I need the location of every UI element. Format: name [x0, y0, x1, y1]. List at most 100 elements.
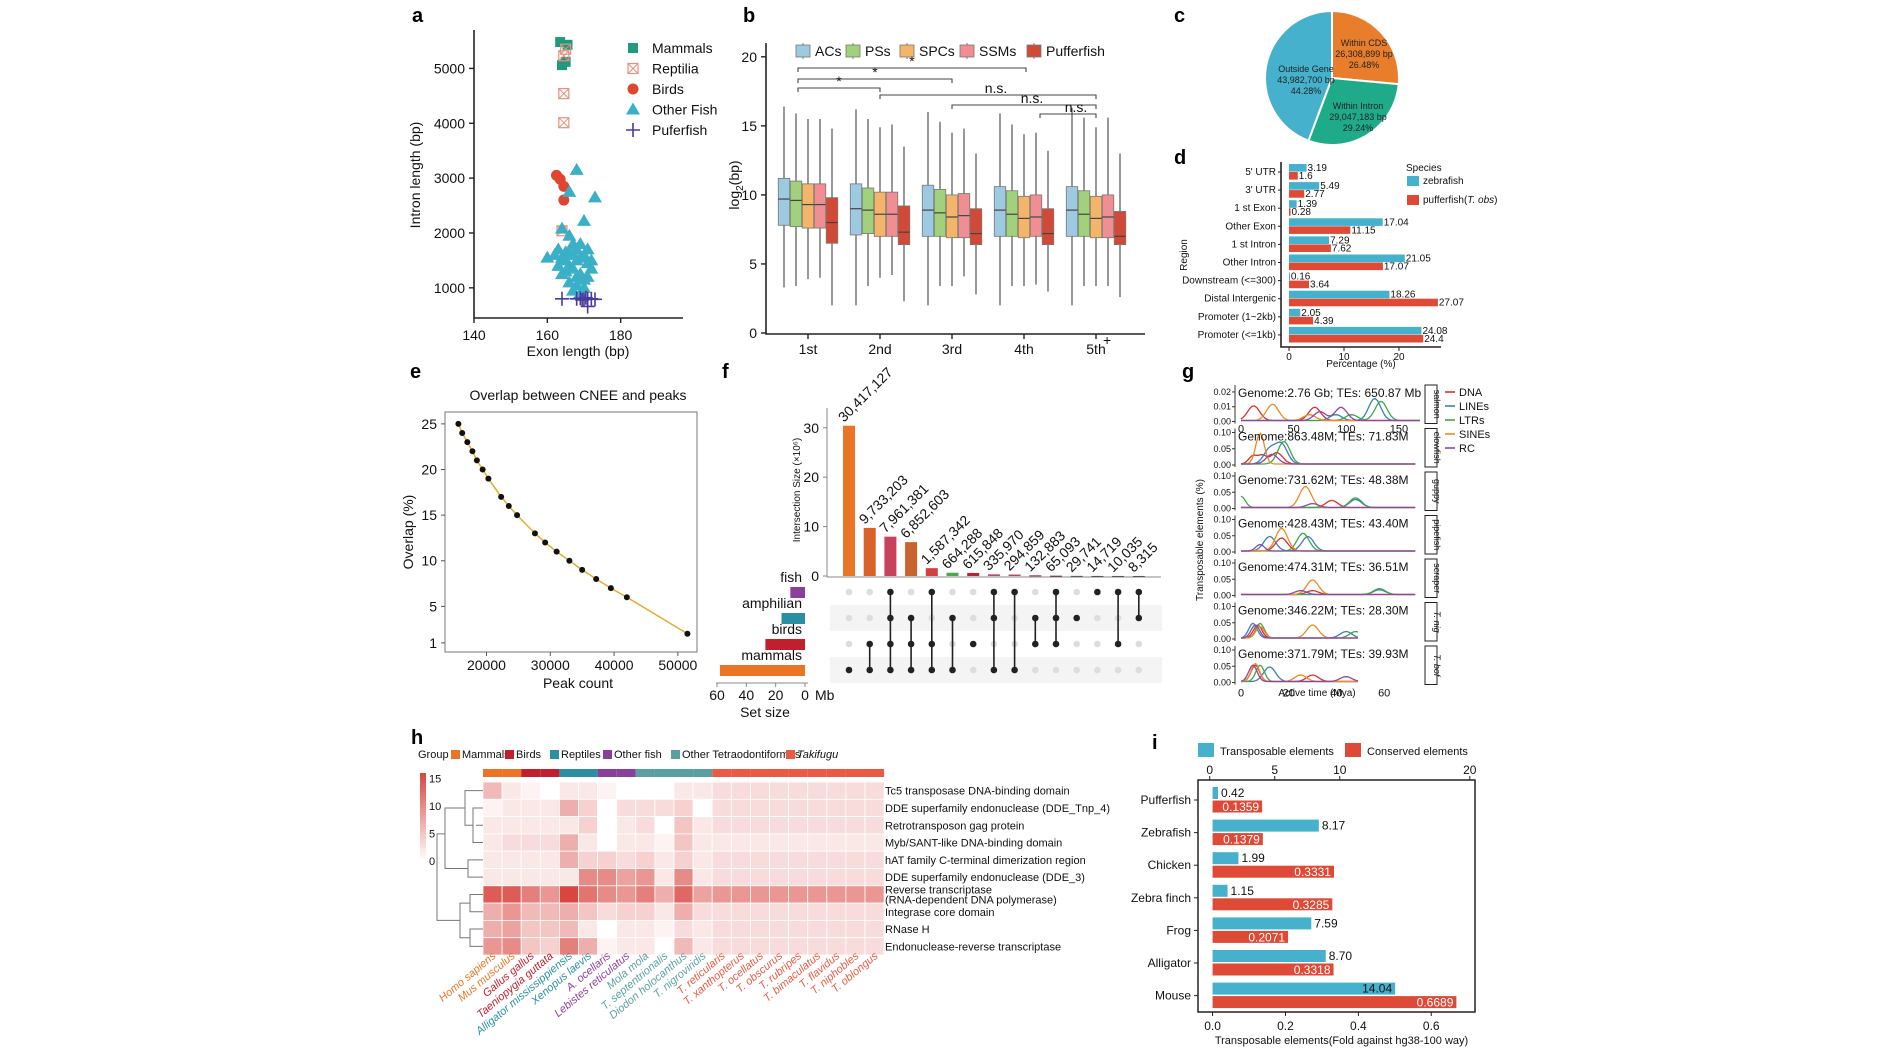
row-label: DDE superfamily endonuclease (DDE_Tnp_4): [885, 803, 1110, 815]
heatmap-cell: [578, 885, 599, 904]
marker-box: [558, 50, 570, 62]
heatmap-cell: [597, 833, 618, 852]
y-tick-label: 0.00: [1213, 591, 1231, 601]
density-line: [1241, 527, 1416, 552]
facet-2: 0.00 0.05 0.10 Genome:731.62M; TEs: 48.38M g…: [1213, 471, 1442, 514]
bar: [1289, 280, 1310, 289]
heatmap-cell: [673, 798, 694, 817]
bar: [1289, 200, 1297, 208]
facet-strip-label: clowfish: [1432, 432, 1442, 464]
pie-slice: [1331, 9, 1400, 86]
y-tick-label: 0.05: [1213, 487, 1231, 497]
marker-x: [627, 63, 639, 74]
y-tick-label: 3' UTR: [1245, 185, 1276, 196]
heatmap-cell: [864, 920, 885, 939]
box: [801, 183, 815, 229]
heatmap-cell: [692, 850, 713, 869]
y-tick-label: 0.10: [1213, 558, 1231, 568]
y-tick-label: Alligator: [1148, 956, 1191, 970]
dendrogram-branch: [469, 893, 483, 913]
y-tick-label: 0.02: [1213, 387, 1231, 397]
panel-g: g 0.00 0.01 0.02 Genome:2.76 Gb; TEs: 650.87…: [1182, 361, 1491, 700]
group-legend-key: [671, 750, 680, 759]
bar-ce: [1212, 930, 1289, 943]
heatmap-cell: [807, 833, 828, 852]
heatmap-cell: [673, 902, 694, 921]
x-tick-label: 50000: [658, 657, 697, 673]
facet-strip: [1424, 558, 1438, 598]
facet-4: 0.00 0.05 0.10 Genome:474.31M; TEs: 36.51M s…: [1213, 558, 1442, 601]
facet-annotation: Genome:731.62M; TEs: 48.38M: [1238, 473, 1409, 487]
x-tick-label: 2nd: [868, 341, 891, 357]
y-tick-label: 0.05: [1213, 531, 1231, 541]
group-legend-key: [451, 750, 460, 759]
y-tick-label: 0.05: [1213, 618, 1231, 628]
data-point: [455, 420, 462, 427]
heatmap-cell: [750, 816, 770, 835]
heatmap-cell: [654, 781, 675, 800]
density-line: [1241, 400, 1420, 422]
data-point: [577, 213, 591, 226]
significance-bracket: [797, 87, 881, 92]
heatmap-cell: [826, 850, 847, 869]
marker-x: [558, 88, 570, 99]
heatmap-cell: [616, 816, 637, 835]
bar-te: [1212, 917, 1312, 930]
legend-key: [899, 44, 915, 58]
matrix-dot: [1094, 614, 1101, 622]
heatmap-cell: [750, 833, 770, 852]
group-strip-cell: [597, 769, 617, 777]
x-tick-label: 50: [1288, 424, 1300, 436]
bar-label: 24.08: [1422, 326, 1447, 337]
y-tick-label: 2000: [434, 225, 465, 241]
marker-box: [558, 88, 570, 100]
group-legend-label: Birds: [516, 749, 542, 761]
heatmap-cell: [788, 816, 809, 835]
bar-label-ce: 0.3318: [1294, 963, 1331, 977]
x-tick-label: 20: [1283, 688, 1295, 700]
heatmap-cell: [501, 781, 522, 800]
y-tick-label: 10: [803, 519, 819, 535]
data-point: [558, 88, 570, 100]
heatmap-cell: [539, 850, 560, 869]
heatmap-cell: [559, 920, 579, 939]
heatmap-cell: [788, 798, 809, 817]
group-strip-cell: [559, 769, 579, 777]
set-size-unit: Mb: [815, 687, 835, 703]
matrix-dot: [845, 666, 853, 674]
box: [849, 183, 863, 236]
density-line: [1241, 502, 1416, 509]
intersection-bar: [905, 542, 918, 576]
group-legend-label: Mammals: [462, 749, 510, 761]
x-tick-label: 5th: [1086, 341, 1105, 357]
group-strip-cell: [483, 769, 503, 777]
group-strip-cell: [826, 769, 846, 777]
legend-label: SPCs: [919, 43, 955, 59]
data-point: [555, 291, 569, 306]
box: [1065, 186, 1079, 237]
heatmap-cell: [692, 781, 713, 800]
bar-label: 0.16: [1291, 272, 1311, 283]
heatmap-cell: [769, 920, 790, 939]
heatmap-cell: [711, 868, 732, 887]
x-tick-label: 3rd: [942, 341, 962, 357]
set-size-bar: [765, 639, 805, 650]
y-tick-label: Downstream (<=300): [1182, 276, 1276, 287]
significance-bracket: [797, 78, 953, 83]
heatmap-cell: [520, 885, 541, 904]
bar-ce: [1212, 833, 1263, 846]
group-strip-cell: [502, 769, 522, 777]
heatmap-cell: [788, 920, 809, 939]
legend-marker: [627, 83, 639, 95]
heatmap-cell: [654, 902, 675, 921]
heatmap-cell: [826, 885, 847, 904]
heatmap-cell: [616, 920, 637, 939]
facet-annotation: Genome:371.79M; TEs: 39.93M: [1238, 647, 1409, 661]
y-tick-label: 25: [421, 416, 437, 432]
legend-key: [1407, 195, 1419, 205]
heatmap-cell: [845, 781, 866, 800]
y-axis-label: Transposable elements (%): [1195, 479, 1206, 601]
row-label: hAT family C-terminal dimerization regio…: [885, 855, 1086, 867]
x-tick-label: 1st: [799, 341, 818, 357]
legend-key: [795, 44, 811, 58]
